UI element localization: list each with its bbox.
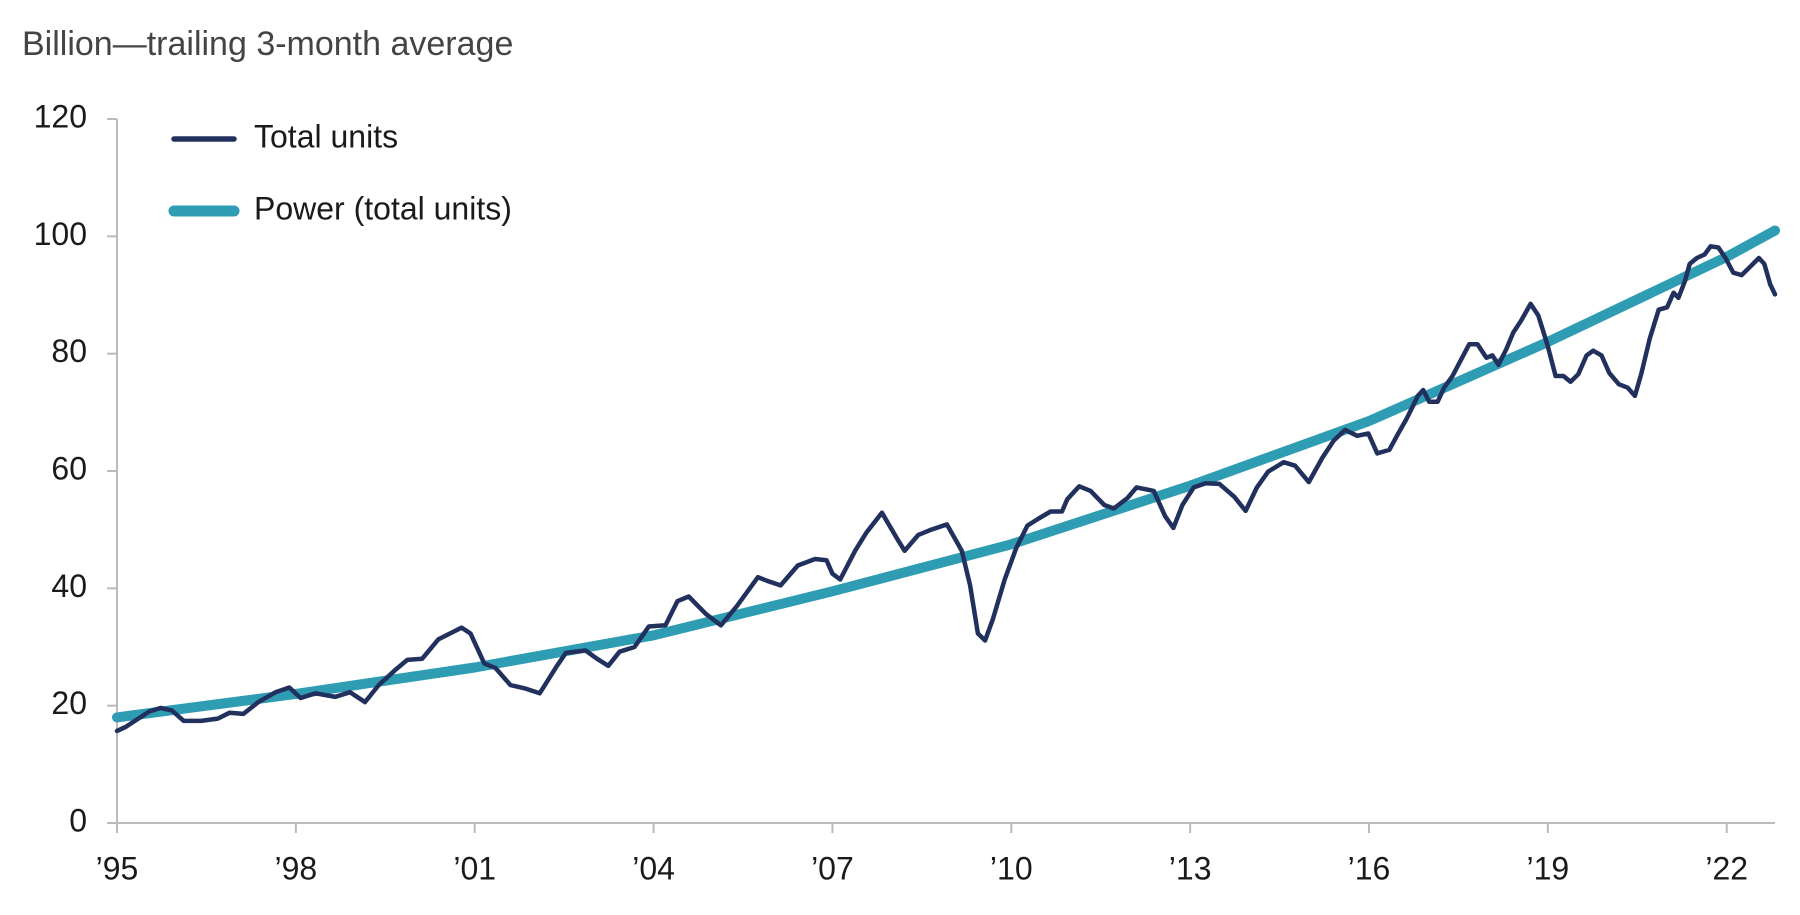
y-tick-label: 20 <box>51 685 87 721</box>
x-tick-label: ’07 <box>811 850 854 886</box>
legend-label: Total units <box>254 118 398 154</box>
series-line <box>114 244 1778 734</box>
x-tick-label: ’10 <box>990 850 1033 886</box>
y-tick-label: 0 <box>69 802 87 838</box>
x-tick-label: ’01 <box>453 850 496 886</box>
y-tick-label: 40 <box>51 568 87 604</box>
x-tick-label: ’95 <box>96 850 139 886</box>
y-tick-label: 100 <box>34 216 87 252</box>
legend-label: Power (total units) <box>254 190 512 226</box>
x-tick-label: ’16 <box>1348 850 1391 886</box>
x-tick-label: ’98 <box>275 850 318 886</box>
x-tick-label: ’22 <box>1705 850 1748 886</box>
y-tick-label: 80 <box>51 333 87 369</box>
series-line <box>112 225 1780 723</box>
chart-title: Billion—trailing 3-month average <box>22 25 513 63</box>
y-tick-label: 60 <box>51 450 87 486</box>
y-tick-label: 120 <box>34 98 87 134</box>
x-tick-label: ’13 <box>1169 850 1212 886</box>
x-tick-label: ’04 <box>632 850 675 886</box>
x-tick-label: ’19 <box>1527 850 1570 886</box>
